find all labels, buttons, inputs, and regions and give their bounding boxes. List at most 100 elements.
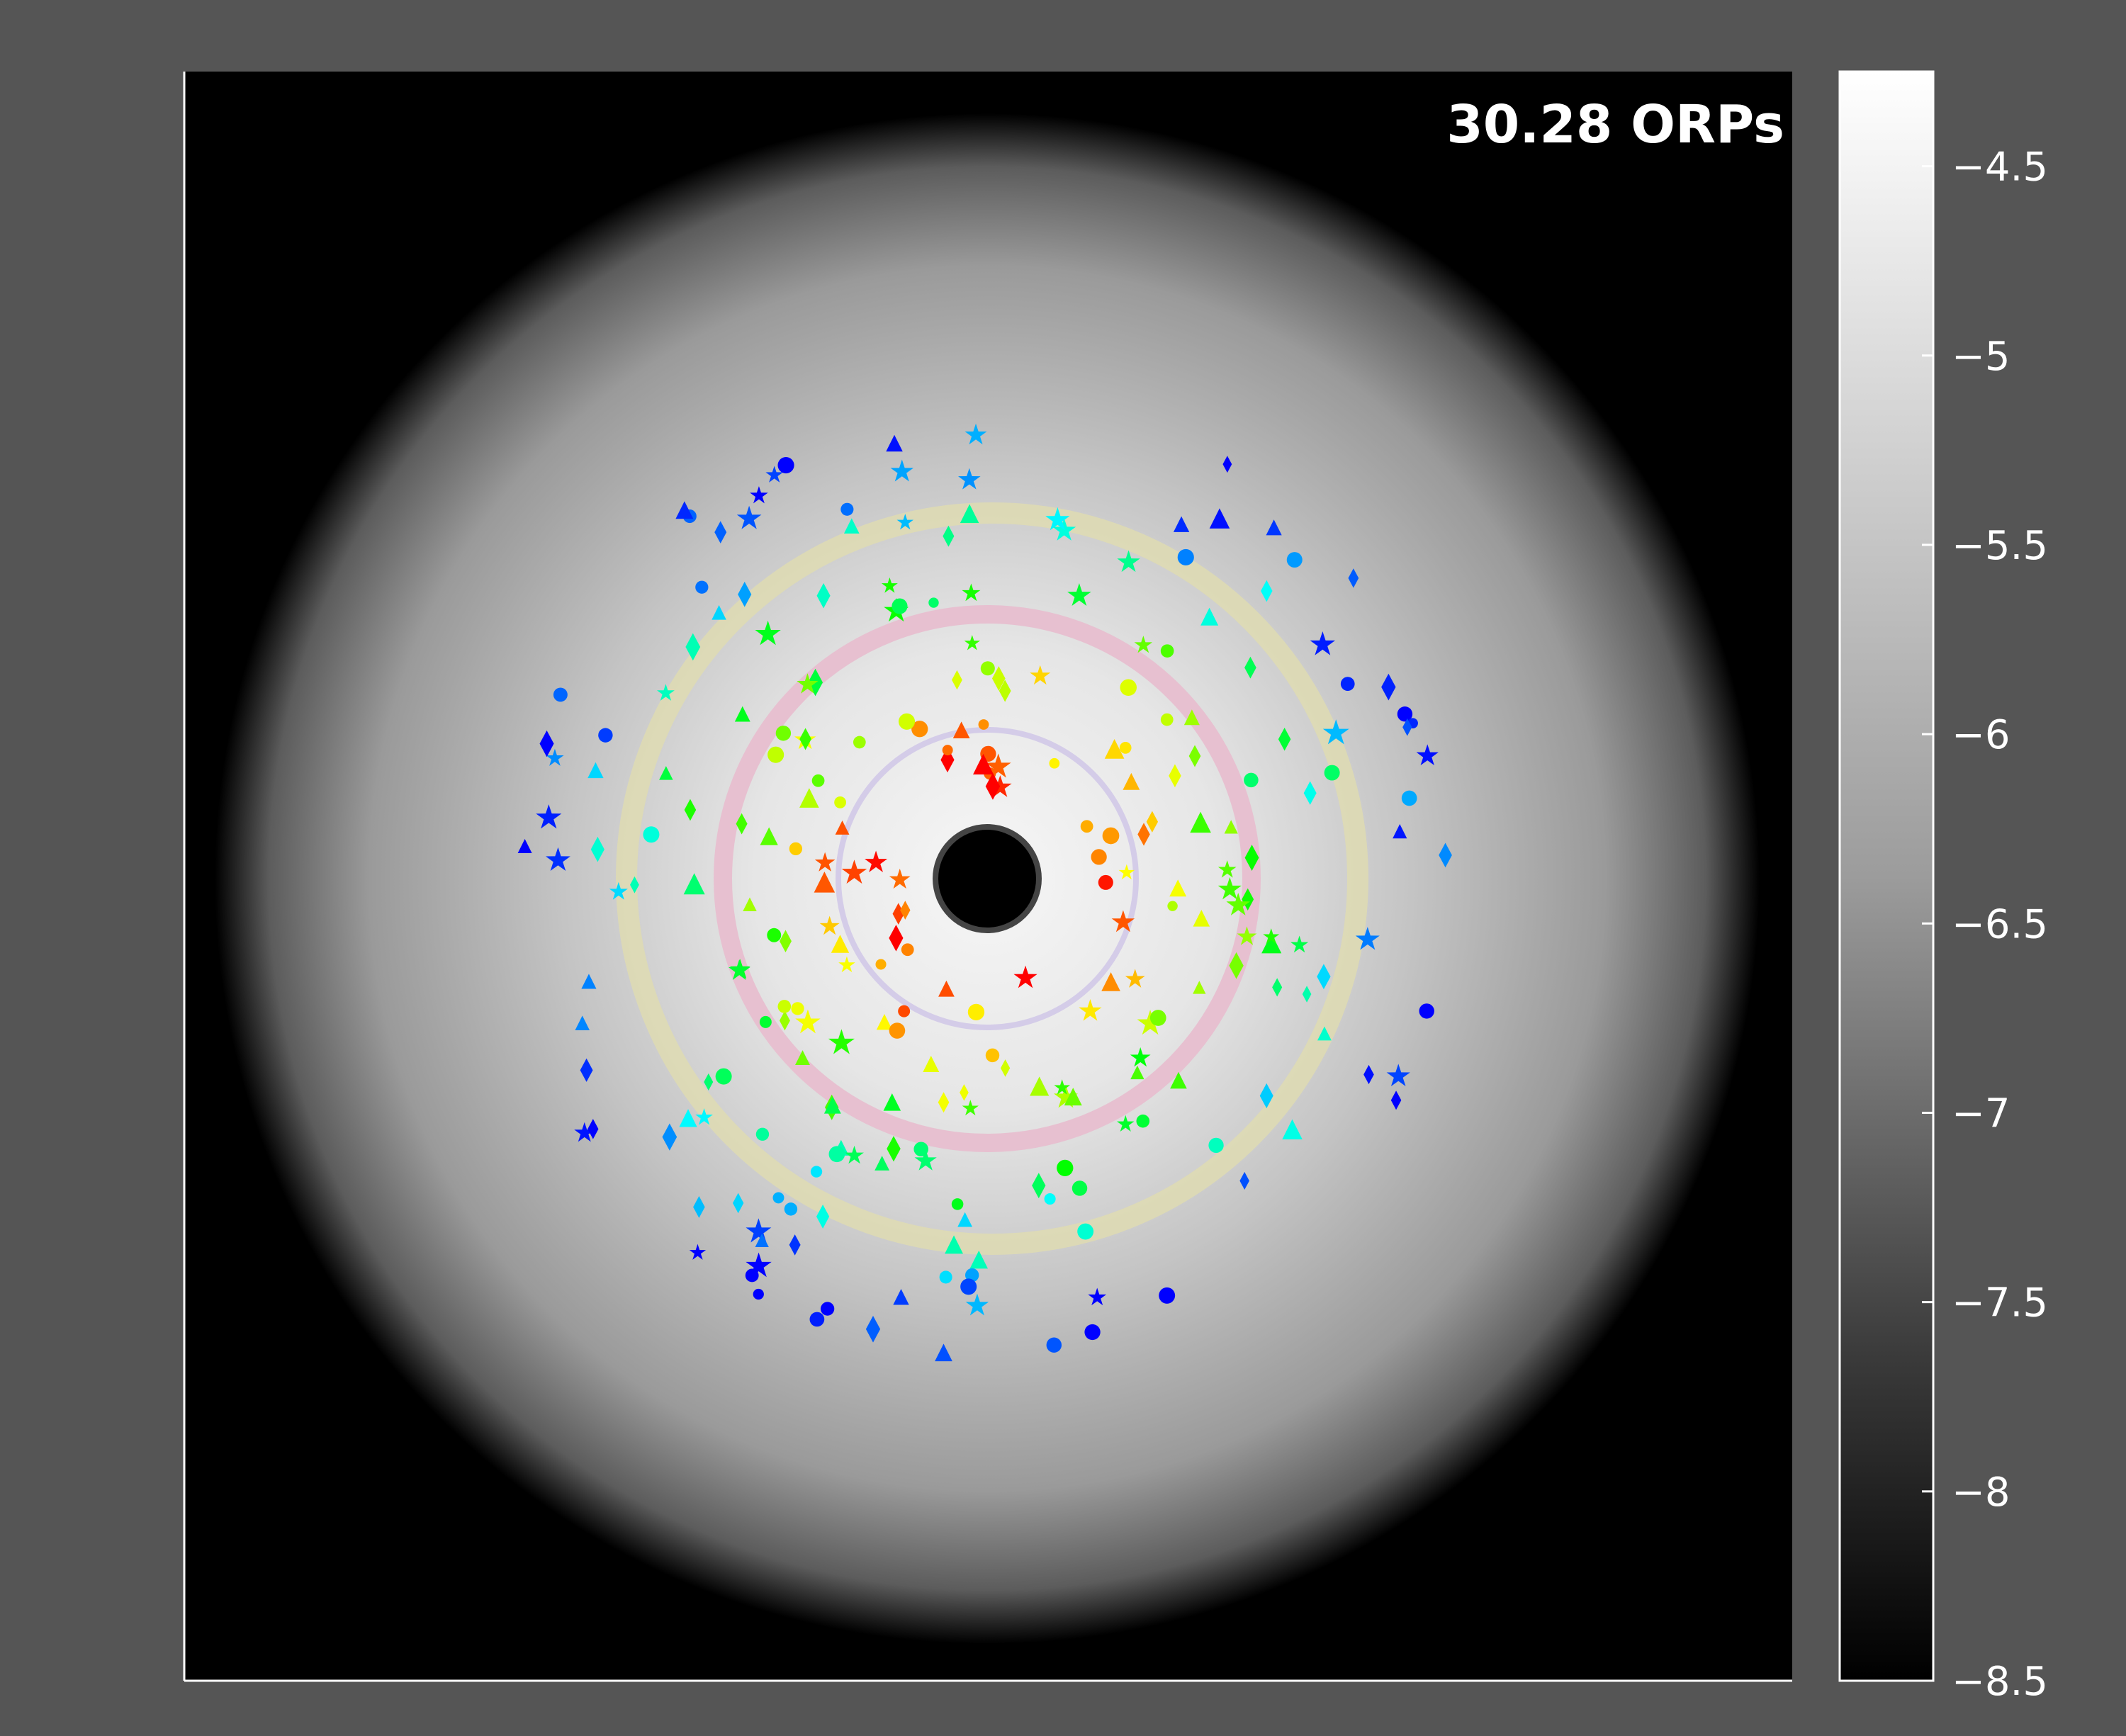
particle [1137, 823, 1150, 846]
particle [883, 1093, 901, 1111]
particle [1286, 552, 1303, 568]
particle [755, 620, 781, 646]
particle [965, 1293, 989, 1316]
particle [876, 1014, 893, 1030]
particle [580, 1058, 593, 1082]
particle [1013, 965, 1037, 988]
particle [662, 1123, 677, 1151]
particle [679, 1109, 697, 1127]
particle [840, 502, 854, 516]
particle [985, 753, 1011, 778]
particle [1193, 910, 1210, 927]
particle [1188, 745, 1201, 767]
particle [1239, 1171, 1249, 1190]
particle [942, 745, 953, 756]
particle [893, 1289, 909, 1305]
particle [1208, 1137, 1224, 1154]
particle [875, 959, 887, 970]
particle [1136, 1114, 1150, 1128]
particle [1057, 1159, 1074, 1177]
particle [853, 735, 866, 749]
particle [1146, 811, 1159, 833]
particle [1303, 781, 1317, 805]
particle [1064, 1088, 1082, 1106]
colorbar-tick-label: −8 [1952, 1470, 2010, 1516]
particle [799, 728, 811, 750]
particle [734, 706, 750, 722]
particle [1130, 1065, 1144, 1080]
particle [797, 673, 819, 694]
particle [728, 959, 750, 980]
particle [980, 661, 995, 676]
particle [952, 670, 962, 690]
particle [689, 1244, 707, 1260]
colorbar-tick-label: −8.5 [1952, 1659, 2048, 1705]
particle [1167, 901, 1178, 911]
particle [1386, 1064, 1410, 1086]
particle [1209, 508, 1230, 529]
particle [539, 730, 554, 757]
particle [1084, 1324, 1101, 1341]
particle [892, 598, 908, 614]
particle [1190, 811, 1211, 833]
particle [732, 1193, 744, 1214]
particle [1237, 926, 1257, 945]
particle [1266, 519, 1282, 536]
time-label: 30.28 ORPs [1446, 94, 1784, 155]
particle [536, 804, 562, 829]
particle [1032, 1173, 1046, 1199]
particle [939, 1270, 952, 1284]
particle [838, 956, 855, 973]
colorbar-tick-label: −5.5 [1952, 523, 2048, 569]
particle [1419, 1003, 1434, 1019]
particle [779, 1010, 790, 1031]
particle [736, 505, 762, 529]
particle [810, 1166, 823, 1178]
particle [1310, 631, 1336, 655]
particle [753, 1288, 764, 1300]
particle [791, 1002, 804, 1015]
particle [765, 466, 783, 483]
particle [772, 1192, 784, 1204]
particle [546, 748, 564, 766]
particle [898, 1005, 911, 1018]
particle [1049, 757, 1060, 769]
colorbar-tick-label: −6 [1952, 712, 2010, 758]
particle [1402, 718, 1412, 736]
particle [865, 850, 888, 872]
particle [889, 1022, 906, 1039]
particle [1244, 772, 1259, 788]
particle [685, 633, 701, 661]
particle [1261, 933, 1282, 954]
particle [945, 1235, 963, 1254]
particle [1030, 665, 1051, 685]
particle [886, 434, 903, 452]
particle [581, 974, 597, 989]
particle [1091, 849, 1107, 865]
particle [874, 1156, 890, 1171]
particle [1200, 607, 1219, 626]
particle [746, 1218, 772, 1243]
particle [738, 582, 752, 607]
particle [1222, 456, 1232, 473]
particle [823, 1096, 841, 1114]
particle [1397, 706, 1413, 722]
particle [777, 1000, 792, 1013]
particle [574, 1122, 595, 1142]
particle [545, 847, 570, 871]
particle [1067, 583, 1091, 606]
particle [755, 1233, 769, 1247]
colorbar-tick-label: −7.5 [1952, 1280, 2048, 1326]
particle [1340, 677, 1355, 692]
particle [951, 1198, 964, 1210]
particle [750, 486, 768, 504]
particle [795, 1050, 810, 1065]
particle [775, 726, 792, 741]
particle [964, 423, 987, 445]
particle [1229, 952, 1244, 979]
particle [1077, 1223, 1094, 1240]
particle [1123, 772, 1140, 790]
particle [1183, 709, 1200, 726]
particle [675, 501, 694, 519]
colorbar-tick-label: −5 [1952, 334, 2010, 380]
